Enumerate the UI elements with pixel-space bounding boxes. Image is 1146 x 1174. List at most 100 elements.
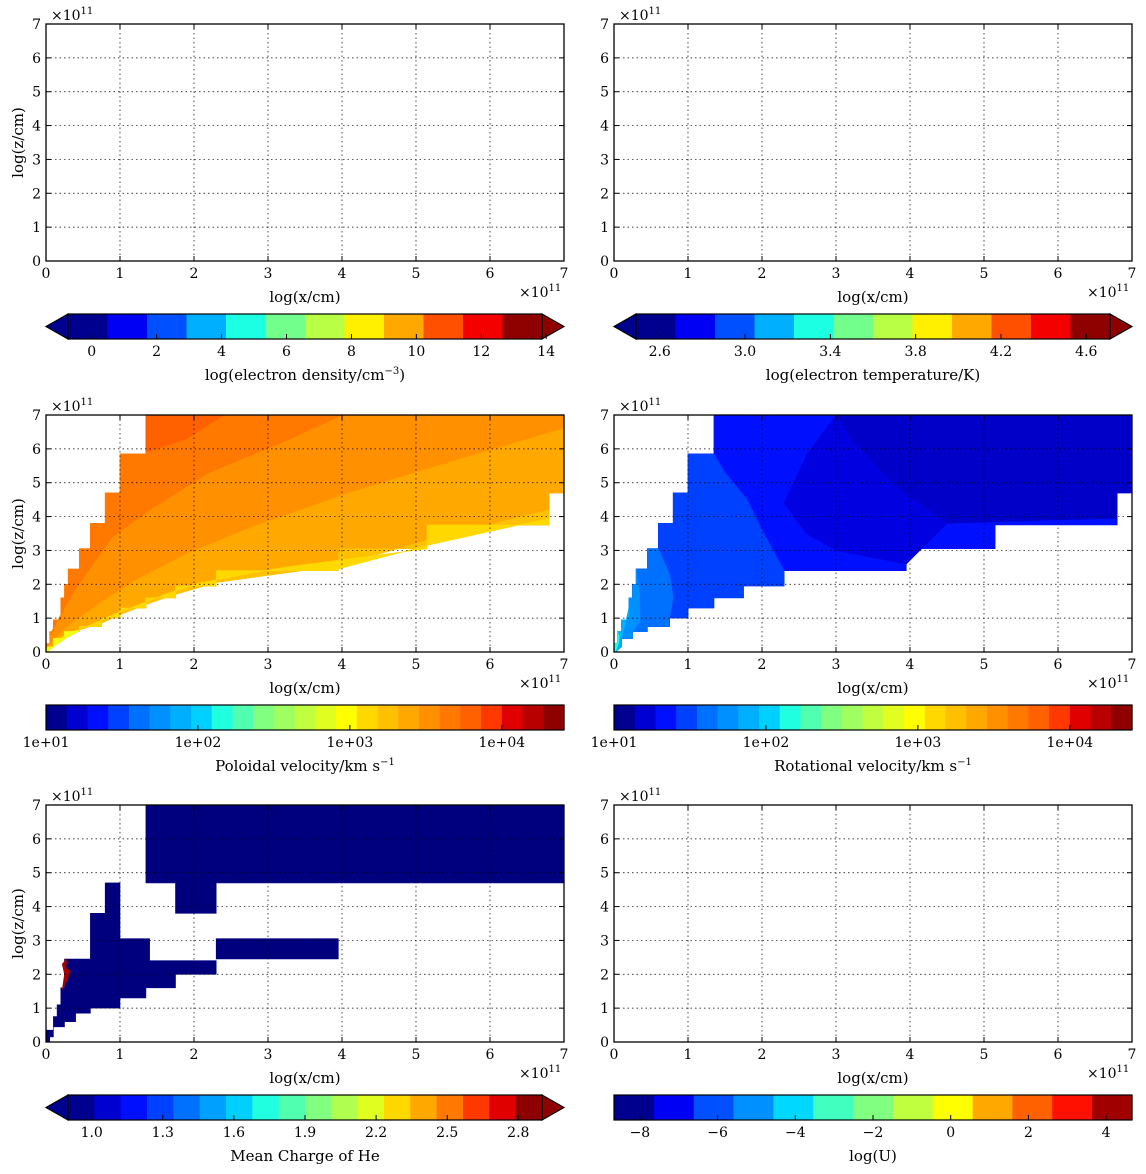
colorbar-label: log(U) [849, 1147, 897, 1165]
plot-area [614, 24, 1132, 261]
colorbar-segment [252, 1095, 280, 1120]
contour-region [46, 630, 80, 652]
x-axis-label: log(x/cm) [269, 1069, 340, 1087]
x-tick-label: 5 [980, 266, 989, 282]
colorbar-tick-label: 4.2 [990, 344, 1012, 360]
colorbar-tick-label: 1e+04 [1046, 735, 1093, 751]
colorbar-segment [305, 314, 346, 339]
colorbar-segment [170, 705, 192, 730]
x-offset-label: ×1011 [519, 674, 561, 692]
colorbar: −8 −6 −4 −2 0 2 4 log(U) [613, 1094, 1133, 1165]
x-axis-label: log(x/cm) [269, 288, 340, 306]
colorbar-segment [315, 705, 337, 730]
x-tick-label: 5 [980, 1047, 989, 1063]
x-tick-label: 7 [560, 1047, 569, 1063]
colorbar-segment [991, 314, 1032, 339]
plot-frame [45, 414, 565, 653]
contour-region [783, 415, 948, 565]
colorbar-label: log(electron temperature/K) [766, 366, 980, 384]
colorbar-segment [186, 314, 227, 339]
colorbar-segment [696, 705, 719, 730]
colorbar-segment [821, 705, 843, 730]
x-tick-label: 2 [190, 657, 199, 673]
contour-fill [46, 805, 564, 1042]
colorbar-segment [191, 705, 213, 730]
x-tick-label: 2 [758, 657, 767, 673]
colorbar-segment [733, 1095, 774, 1120]
colorbar-tick-label: 3.8 [905, 344, 927, 360]
y-tick-label: 3 [600, 152, 609, 168]
colorbar-segment [436, 1095, 464, 1120]
colorbar-segment [265, 314, 306, 339]
colorbar-segment [410, 1095, 438, 1120]
colorbar-segment [226, 314, 267, 339]
colorbar-segment [912, 314, 953, 339]
colorbar-segment [522, 705, 544, 730]
colorbar-segment [634, 705, 657, 730]
colorbar-segment [68, 1095, 95, 1120]
y-tick-label: 1 [600, 220, 609, 236]
colorbar-segment [418, 705, 441, 730]
colorbar-segment [501, 705, 524, 730]
y-tick-label: 3 [32, 152, 41, 168]
colorbar-segment [1028, 705, 1050, 730]
colorbar-segment [738, 705, 760, 730]
colorbar-tick-label: 1e+01 [591, 735, 638, 751]
x-tick-label: 6 [486, 266, 495, 282]
colorbar-segment [924, 705, 947, 730]
plot-frame [613, 414, 1133, 653]
y-tick-label: 5 [600, 866, 609, 882]
colorbar-segment [463, 314, 504, 339]
colorbar-segment [892, 1095, 934, 1120]
colorbar-segment [862, 705, 884, 730]
y-tick-label: 3 [600, 933, 609, 949]
x-tick-label: 1 [116, 266, 125, 282]
colorbar-segment [873, 314, 914, 339]
colorbar-label: Mean Charge of He [230, 1147, 380, 1165]
colorbar: 2.6 3.0 3.4 3.8 4.2 4.6 log(electron temperatu… [612, 312, 1134, 384]
colorbar-segment [1031, 314, 1072, 339]
y-tick-label: 1 [32, 611, 41, 627]
grid [614, 805, 1132, 1042]
colorbar-tick-label: 12 [472, 344, 490, 360]
contour-region [145, 415, 225, 454]
x-offset-label: ×1011 [1087, 1064, 1129, 1082]
colorbar-segment [966, 705, 988, 730]
contour-region [145, 805, 564, 914]
x-tick-label: 4 [906, 266, 915, 282]
x-tick-label: 5 [412, 657, 421, 673]
x-offset-label: ×1011 [519, 283, 561, 301]
colorbar-segment [149, 705, 171, 730]
plot-frame [45, 804, 565, 1043]
y-tick-label: 4 [32, 119, 41, 135]
colorbar-tick-label: 1e+03 [895, 735, 942, 751]
colorbar-tick-label: 2 [152, 344, 161, 360]
colorbar-tick-label: 14 [537, 344, 555, 360]
colorbar-tick-label: 2.8 [507, 1125, 529, 1141]
x-tick-label: 6 [1054, 266, 1063, 282]
grid [46, 805, 564, 1042]
y-tick-label: 3 [600, 543, 609, 559]
colorbar-segment [1007, 705, 1029, 730]
colorbar-segment [356, 705, 379, 730]
x-tick-label: 0 [42, 266, 51, 282]
colorbar-extend-high [541, 1093, 566, 1122]
colorbar-tick-label: −4 [785, 1125, 806, 1141]
plot-frame [613, 23, 1133, 262]
y-tick-label: 7 [32, 408, 41, 424]
panel-vpol: 0 1 2 3 4 5 6 701234567×1011×1011log(x/cm)log(z… [9, 397, 568, 775]
colorbar-segment [904, 705, 926, 730]
panel-ne: 0 1 2 3 4 5 6 701234567×1011×1011log(x/cm)log(z… [9, 6, 568, 384]
plot-frame [613, 804, 1133, 1043]
colorbar-segment [173, 1095, 201, 1120]
colorbar-segment [46, 705, 68, 730]
colorbar-segment [675, 314, 716, 339]
colorbar-segment [460, 705, 482, 730]
x-axis-label: log(x/cm) [837, 1069, 908, 1087]
x-tick-label: 0 [42, 1047, 51, 1063]
colorbar-tick-label: 1.9 [294, 1125, 316, 1141]
colorbar-segment [1049, 705, 1071, 730]
colorbar-tick-label: 4.6 [1075, 344, 1097, 360]
colorbar-tick-label: 2.2 [365, 1125, 387, 1141]
